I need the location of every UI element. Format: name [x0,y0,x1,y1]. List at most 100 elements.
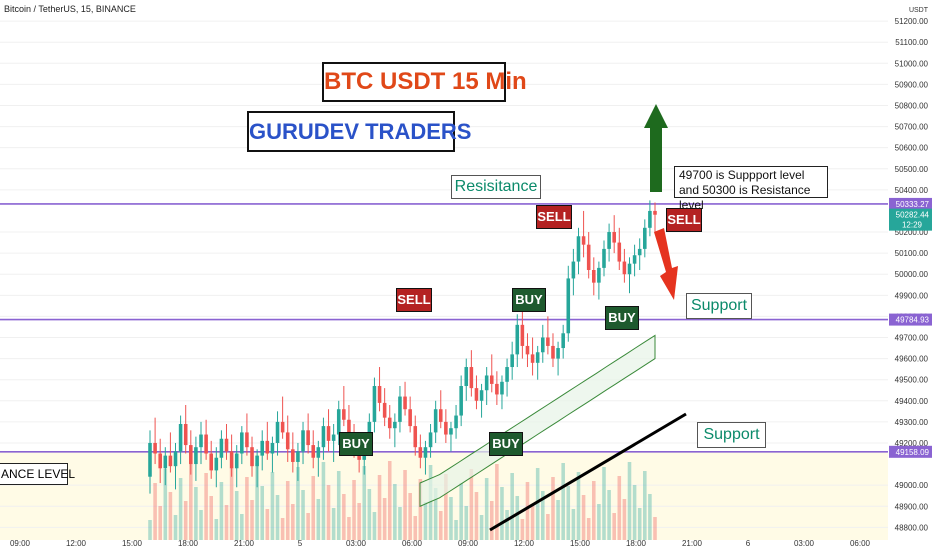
volume-bar [653,517,657,540]
volume-bar [576,472,581,540]
volume-bar [418,479,423,540]
volume-bar [362,466,367,540]
volume-bar [148,520,152,540]
volume-bar [331,508,336,540]
candle-body [163,455,168,469]
candle-body [301,430,305,452]
candle-body [505,367,509,382]
volume-bar [280,518,285,540]
x-axis: 09:00 12:00 15:00 18:00 21:00 5 03:00 06:00 09:0… [10,539,871,548]
candle-body [444,421,448,435]
candle-body [285,432,290,450]
volume-bar [250,500,254,540]
volume-bar [336,471,341,540]
volume-bar [510,473,514,540]
candle-body [377,386,382,403]
y-tick-label: 51100.00 [895,38,928,47]
volume-bar [285,481,290,540]
volume-bar [515,496,520,540]
candle-body [637,248,642,256]
volume-bar [199,510,203,540]
volume-bar [546,514,550,540]
candle-body [347,419,351,435]
candle-body [209,453,213,471]
volume-bar [444,474,448,540]
volume-bar [173,515,178,540]
candle-body [372,386,377,422]
y-tick-label: 50600.00 [895,144,929,153]
volume-bar [433,488,438,540]
volume-bar [260,486,265,540]
candle-body [255,455,259,467]
y-tick-label: 49000.00 [895,481,929,490]
y-tick-label: 50400.00 [895,186,929,195]
volume-bar [602,467,606,540]
y-tick-label: 49500.00 [895,376,929,385]
candle-body [546,337,550,346]
y-tick-label: 48900.00 [895,502,929,511]
price-tag [889,445,932,458]
volume-bar [495,464,499,540]
candle-body [311,445,316,458]
candle-body [500,381,504,395]
volume-bar [209,496,213,540]
candle-body [280,421,285,433]
candle-body [576,236,581,262]
candle-body [199,434,203,448]
candle-body [229,451,234,469]
trend-line [489,412,687,532]
candle-body [387,417,392,429]
candle-body [622,261,627,275]
candle-body [331,434,336,441]
volume-bar [592,481,596,540]
volume-bar [637,508,642,540]
y-tick-label: 49600.00 [895,355,929,364]
x-tick-label: 5 [298,539,303,548]
candle-body [168,455,173,467]
volume-bar [403,470,407,540]
volume-bar [387,461,392,540]
volume-bar [561,463,565,540]
x-tick-label: 12:00 [66,539,87,548]
y-tick-label: 49200.00 [895,439,929,448]
candle-body [393,421,397,429]
candle-body [561,333,565,349]
y-tick-label: 49400.00 [895,397,929,406]
volume-bar [479,515,484,540]
volume-bar [474,492,479,540]
volume-bar [428,465,433,540]
candle-body [418,447,423,458]
volume-bar [571,509,576,540]
y-tick-label: 50500.00 [895,165,929,174]
volume-bar [438,511,443,540]
volume-bar [551,477,555,540]
volume-bar [500,487,504,540]
candle-body [173,451,178,467]
candle-body [316,447,321,458]
volume-bar [265,509,270,540]
candle-body [454,415,458,429]
candle-body [495,383,499,395]
candle-body [479,390,484,401]
price-tag-countdown: 12:29 [902,221,923,230]
x-tick-label: 03:00 [346,539,367,548]
brand-label: GURUDEV TRADERS [247,111,471,152]
sell-signal: SELL [536,205,572,229]
volume-bar [245,477,249,540]
y-tick-label: 51200.00 [895,17,929,26]
candle-body [607,232,611,249]
candle-body [234,453,239,469]
volume-bar [464,506,469,540]
price-tag [889,208,932,231]
level-zone [0,452,888,540]
candle-body [520,324,525,346]
volume-bar [556,500,560,540]
y-tick-label: 50800.00 [895,101,929,110]
candle-body [438,409,443,422]
volume-bar [505,510,509,540]
volume-bar [352,480,356,540]
volume-bar [566,486,571,540]
candle-body [291,449,295,462]
volume-bar [357,503,361,540]
